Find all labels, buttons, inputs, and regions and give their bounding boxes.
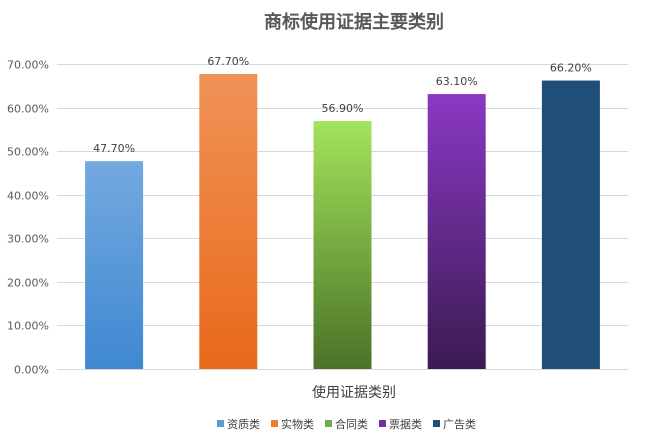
data-label: 63.10% <box>436 75 478 88</box>
bar-2 <box>199 74 258 370</box>
y-tick-label: 70.00% <box>7 59 49 72</box>
data-label: 47.70% <box>93 142 135 155</box>
y-tick-label: 60.00% <box>7 103 49 116</box>
legend-swatch <box>379 420 386 427</box>
bar-4 <box>427 94 486 370</box>
legend-swatch <box>217 420 224 427</box>
legend-entry: 票据类 <box>389 417 422 431</box>
y-tick-label: 40.00% <box>7 190 49 203</box>
bar-5 <box>541 80 600 370</box>
bar-1 <box>85 161 144 369</box>
y-tick-label: 10.00% <box>7 320 49 333</box>
y-tick-label: 0.00% <box>14 364 49 377</box>
legend-swatch <box>325 420 332 427</box>
legend-swatch <box>271 420 278 427</box>
legend-swatch <box>433 420 440 427</box>
data-labels: 47.70% 67.70% 56.90% 63.10% 66.20% <box>93 55 592 155</box>
legend-entry: 实物类 <box>281 417 314 431</box>
legend: 资质类 实物类 合同类 票据类 广告类 <box>217 417 476 431</box>
y-axis-ticks: 0.00% 10.00% 20.00% 30.00% 40.00% 50.00% 60.00… <box>7 59 49 377</box>
data-label: 56.90% <box>322 102 364 115</box>
legend-entry: 资质类 <box>227 417 260 431</box>
y-tick-label: 30.00% <box>7 233 49 246</box>
legend-entry: 合同类 <box>335 417 368 431</box>
data-label: 67.70% <box>207 55 249 68</box>
bars <box>85 74 600 370</box>
bar-3 <box>313 121 372 369</box>
data-label: 66.20% <box>550 62 592 75</box>
y-tick-label: 50.00% <box>7 146 49 159</box>
x-axis-label: 使用证据类别 <box>312 384 396 401</box>
chart-title: 商标使用证据主要类别 <box>264 11 444 33</box>
y-tick-label: 20.00% <box>7 277 49 290</box>
legend-entry: 广告类 <box>443 417 476 431</box>
